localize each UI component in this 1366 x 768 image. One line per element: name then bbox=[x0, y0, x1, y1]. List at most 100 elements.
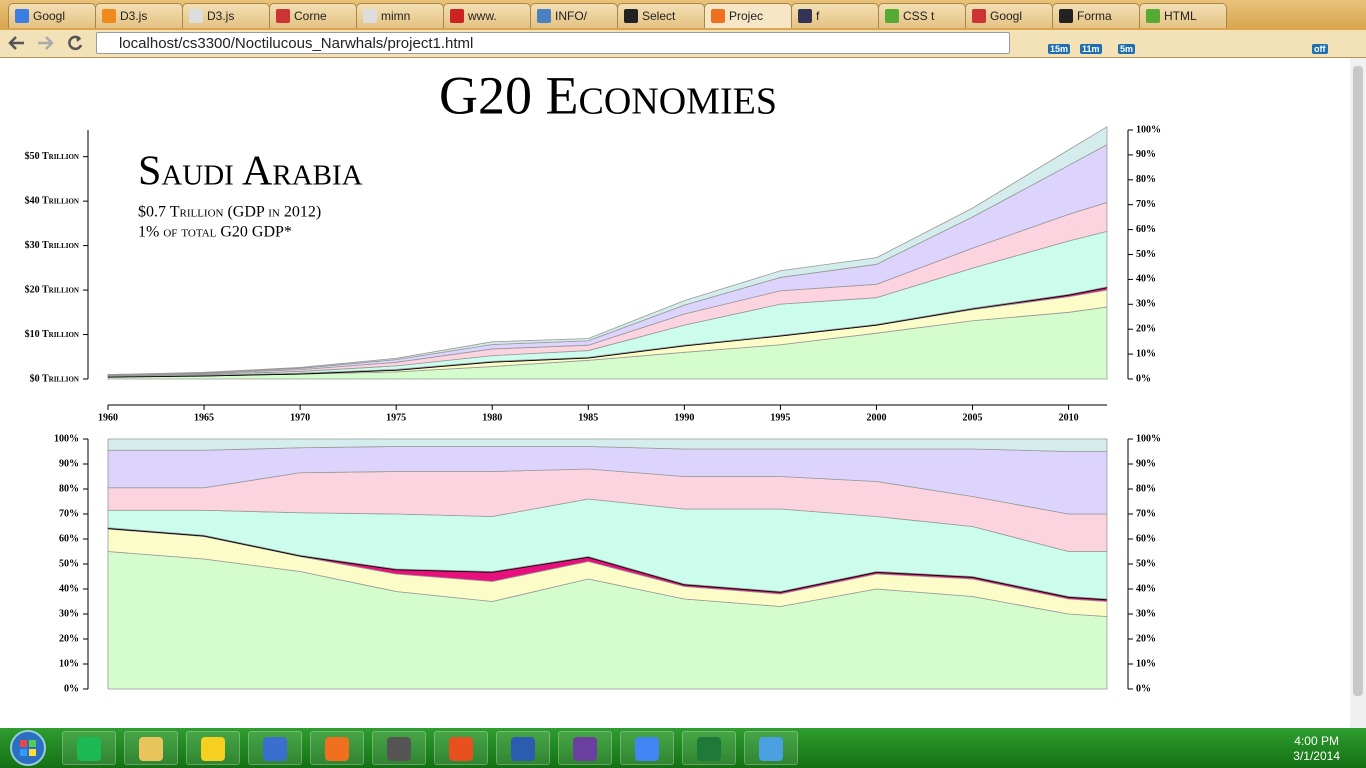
tab[interactable]: INFO/ bbox=[530, 3, 618, 28]
app-icon bbox=[697, 737, 721, 761]
tab-icon bbox=[972, 9, 986, 23]
taskbar-app[interactable] bbox=[372, 731, 426, 765]
y2-tick-label: 90% bbox=[1136, 458, 1156, 469]
y2-tick-label: 10% bbox=[1136, 348, 1156, 359]
scroll-thumb[interactable] bbox=[1353, 66, 1363, 696]
taskbar-app[interactable] bbox=[186, 731, 240, 765]
x-tick-label: 2005 bbox=[963, 412, 983, 423]
y-tick-label: 100% bbox=[54, 433, 79, 444]
y-tick-label: 0% bbox=[64, 683, 79, 694]
tab[interactable]: Corne bbox=[269, 3, 357, 28]
y-tick-label: 30% bbox=[59, 608, 79, 619]
tab[interactable]: CSS t bbox=[878, 3, 966, 28]
page-title: G20 Economies bbox=[439, 65, 777, 125]
address-bar[interactable]: localhost/cs3300/Noctilucous_Narwhals/pr… bbox=[96, 32, 1010, 54]
y-tick-label: 80% bbox=[59, 483, 79, 494]
tab-icon bbox=[363, 9, 377, 23]
tab[interactable]: Googl bbox=[8, 3, 96, 28]
tab-title: Projec bbox=[729, 9, 764, 23]
y2-tick-label: 20% bbox=[1136, 633, 1156, 644]
y2-tick-label: 70% bbox=[1136, 199, 1156, 210]
taskbar-app[interactable] bbox=[62, 731, 116, 765]
y2-tick-label: 30% bbox=[1136, 608, 1156, 619]
y-tick-label: $40 Trillion bbox=[25, 195, 79, 206]
tab[interactable]: Forma bbox=[1052, 3, 1140, 28]
taskbar-app[interactable] bbox=[496, 731, 550, 765]
tab[interactable]: Projec bbox=[704, 3, 792, 28]
x-tick-label: 2000 bbox=[866, 412, 886, 423]
y2-tick-label: 100% bbox=[1136, 124, 1161, 135]
toolbar: localhost/cs3300/Noctilucous_Narwhals/pr… bbox=[0, 30, 1366, 58]
taskbar-app[interactable] bbox=[682, 731, 736, 765]
y2-tick-label: 40% bbox=[1136, 274, 1156, 285]
tab[interactable]: f bbox=[791, 3, 879, 28]
start-button[interactable] bbox=[2, 728, 52, 768]
x-tick-label: 1960 bbox=[98, 412, 118, 423]
app-icon bbox=[77, 737, 101, 761]
x-tick-label: 1965 bbox=[194, 412, 214, 423]
y2-tick-label: 50% bbox=[1136, 249, 1156, 260]
tab-icon bbox=[885, 9, 899, 23]
tab[interactable]: www. bbox=[443, 3, 531, 28]
country-gdp: $0.7 Trillion (GDP in 2012) bbox=[138, 204, 321, 221]
app-icon bbox=[759, 737, 783, 761]
taskbar-app[interactable] bbox=[620, 731, 674, 765]
y2-tick-label: 0% bbox=[1136, 683, 1151, 694]
tab[interactable]: Select bbox=[617, 3, 705, 28]
time: 4:00 PM bbox=[1294, 734, 1339, 748]
tab-title: Googl bbox=[990, 9, 1023, 23]
taskbar: 4:00 PM 3/1/2014 bbox=[0, 728, 1366, 768]
y2-tick-label: 10% bbox=[1136, 658, 1156, 669]
taskbar-app[interactable] bbox=[310, 731, 364, 765]
y2-tick-label: 90% bbox=[1136, 149, 1156, 160]
app-icon bbox=[139, 737, 163, 761]
country-share: 1% of total G20 GDP* bbox=[138, 224, 292, 241]
x-tick-label: 1975 bbox=[386, 412, 406, 423]
x-tick-label: 1995 bbox=[770, 412, 790, 423]
app-icon bbox=[635, 737, 659, 761]
tab-bar: Googl D3.js D3.js Corne mimn www. INFO/Select P… bbox=[0, 0, 1366, 30]
y-tick-label: $10 Trillion bbox=[25, 329, 79, 340]
taskbar-app[interactable] bbox=[248, 731, 302, 765]
tab-icon bbox=[537, 9, 551, 23]
area bbox=[107, 126, 1108, 376]
extension-badge: 5m bbox=[1118, 44, 1136, 54]
tab-icon bbox=[189, 9, 203, 23]
tab[interactable]: HTML bbox=[1139, 3, 1227, 28]
y-tick-label: $0 Trillion bbox=[30, 373, 79, 384]
y-tick-label: $50 Trillion bbox=[25, 151, 79, 162]
app-icon bbox=[511, 737, 535, 761]
app-icon bbox=[325, 737, 349, 761]
y2-tick-label: 60% bbox=[1136, 224, 1156, 235]
extension-badge: off bbox=[1312, 44, 1328, 54]
tab[interactable]: Googl bbox=[965, 3, 1053, 28]
date: 3/1/2014 bbox=[1293, 749, 1340, 763]
tab-title: Select bbox=[642, 9, 676, 23]
tab-icon bbox=[276, 9, 290, 23]
tab-icon bbox=[1059, 9, 1073, 23]
tab[interactable]: D3.js bbox=[182, 3, 270, 28]
y-tick-label: 60% bbox=[59, 533, 79, 544]
app-icon bbox=[449, 737, 473, 761]
extension-badge: 15m bbox=[1048, 44, 1071, 54]
x-tick-label: 2010 bbox=[1059, 412, 1079, 423]
x-tick-label: 1980 bbox=[482, 412, 502, 423]
taskbar-app[interactable] bbox=[744, 731, 798, 765]
y-tick-label: 50% bbox=[59, 558, 79, 569]
tab-icon bbox=[450, 9, 464, 23]
x-tick-label: 1990 bbox=[674, 412, 694, 423]
tab-icon bbox=[624, 9, 638, 23]
clock[interactable]: 4:00 PM 3/1/2014 bbox=[1293, 734, 1340, 764]
taskbar-app[interactable] bbox=[124, 731, 178, 765]
tab[interactable]: mimn bbox=[356, 3, 444, 28]
tab-title: www. bbox=[468, 9, 497, 23]
scrollbar[interactable] bbox=[1350, 58, 1366, 728]
taskbar-app[interactable] bbox=[434, 731, 488, 765]
taskbar-app[interactable] bbox=[558, 731, 612, 765]
app-icon bbox=[201, 737, 225, 761]
tab[interactable]: D3.js bbox=[95, 3, 183, 28]
y-tick-label: 20% bbox=[59, 633, 79, 644]
nav-buttons[interactable] bbox=[0, 30, 90, 57]
tab-icon bbox=[15, 9, 29, 23]
